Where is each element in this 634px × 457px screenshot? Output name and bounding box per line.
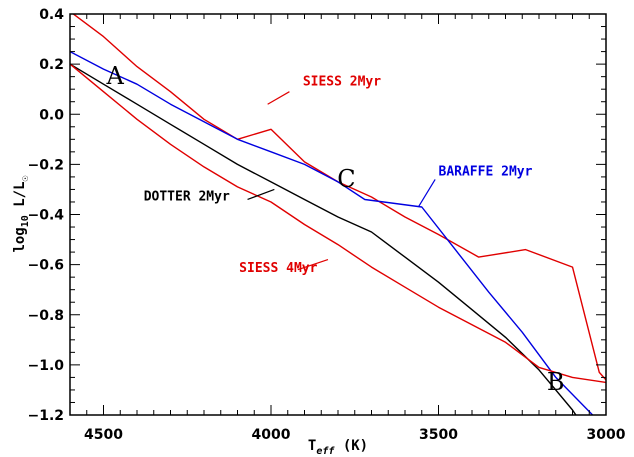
y-tick-label: 0.4 (39, 7, 64, 23)
point-label-a: A (106, 62, 125, 90)
series-annotation-baraffe-2myr: BARAFFE 2Myr (439, 165, 533, 180)
point-label-c: C (337, 165, 355, 193)
series-annotation-dotter-2myr: DOTTER 2Myr (144, 190, 230, 205)
series-layer (70, 14, 606, 415)
x-tick-label: 4500 (84, 427, 123, 443)
y-axis-title: log10 L/L☉ (12, 175, 31, 252)
y-tick-label: −0.4 (27, 208, 64, 224)
y-tick-label: −1.2 (27, 408, 64, 424)
x-tick-label: 4000 (252, 427, 291, 443)
annotation-pointer (267, 91, 290, 105)
y-tick-label: −0.2 (27, 157, 64, 173)
series-annotation-siess-2myr: SIESS 2Myr (303, 74, 381, 89)
annotation-pointer (417, 179, 436, 208)
annotation-layer: SIESS 2Myr BARAFFE 2Myr DOTTER 2Myr SIESS 4… (106, 62, 565, 396)
y-tick-label: 0.2 (39, 57, 64, 73)
series-line-siess-4myr (70, 63, 606, 384)
x-tick-label: 3000 (587, 427, 626, 443)
y-tick-label: −0.8 (27, 308, 64, 324)
series-annotation-siess-4myr: SIESS 4Myr (239, 261, 317, 276)
y-tick-label: −0.6 (27, 258, 64, 274)
y-tick-label: 0.0 (39, 107, 64, 123)
annotation-pointer (297, 259, 329, 271)
annotation-pointer (247, 188, 275, 201)
y-tick-label: −1.0 (27, 358, 64, 374)
x-tick-label: 3500 (419, 427, 458, 443)
x-axis-title: Teff (K) (308, 438, 368, 457)
point-label-b: B (547, 368, 565, 396)
series-line-dotter-2myr (70, 63, 577, 415)
ticks-layer (69, 13, 607, 416)
tick-labels: 4500 4000 3500 3000 0.4 0.2 0.0 −0.2 −0.4 −0.6 −0.… (27, 7, 625, 443)
series-line-baraffe-2myr (70, 50, 594, 415)
